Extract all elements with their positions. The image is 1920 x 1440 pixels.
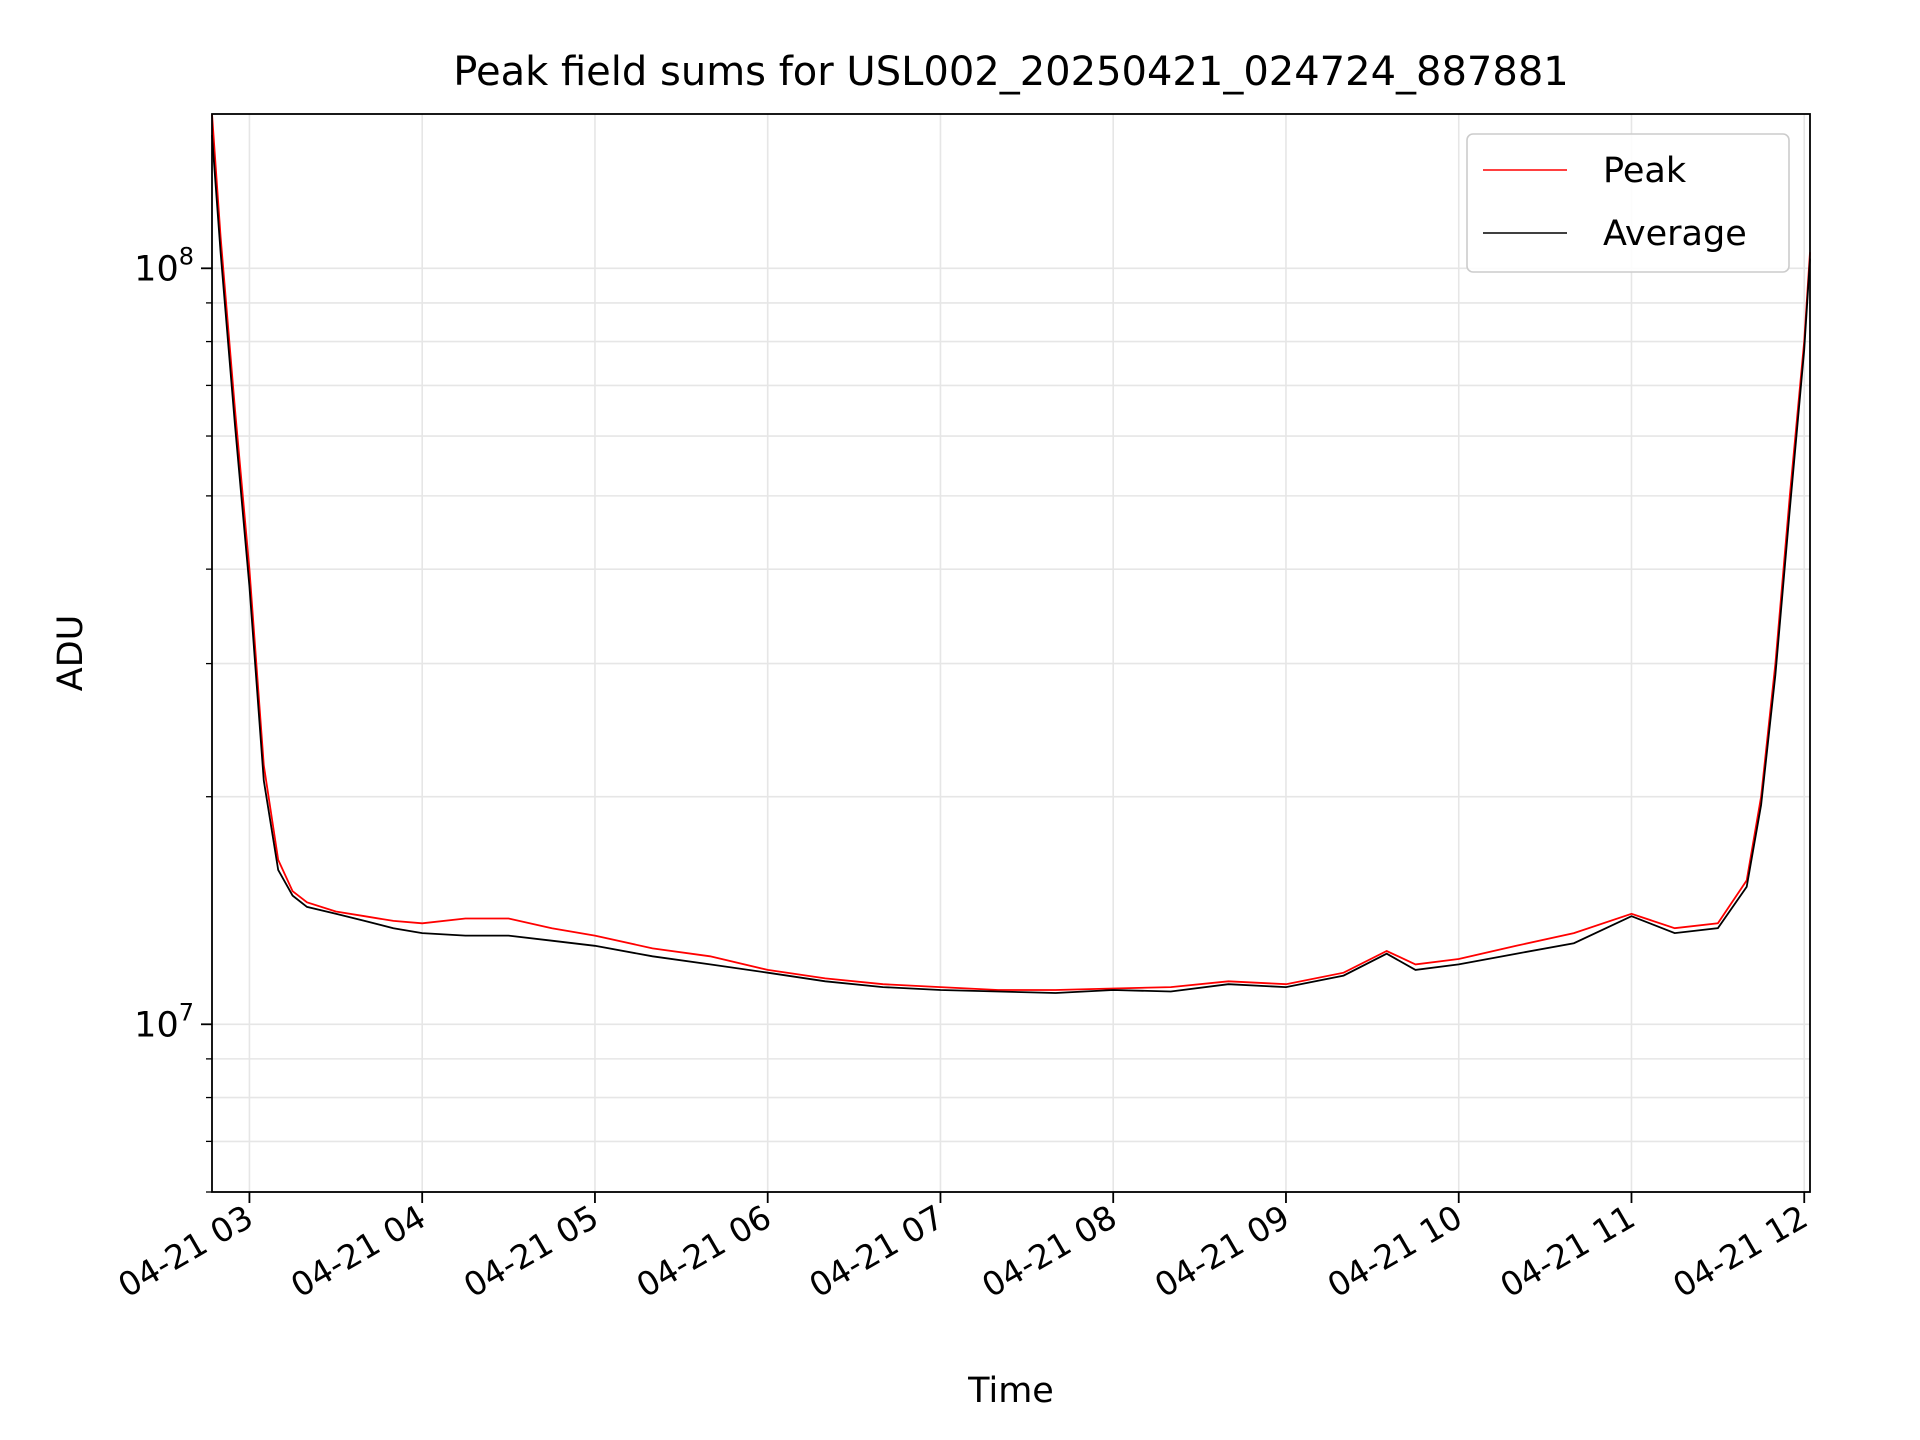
legend-label-peak: Peak	[1603, 151, 1687, 191]
series-line-average	[211, 135, 1811, 994]
legend: Peak Average	[1466, 133, 1790, 273]
x-axis-label: Time	[967, 1371, 1054, 1411]
legend-box	[1466, 133, 1790, 273]
chart-title: Peak field sums for USL002_20250421_0247…	[453, 49, 1568, 95]
y-tick-label: 107	[134, 998, 194, 1045]
series-layer	[211, 113, 1811, 994]
series-line-peak	[211, 113, 1811, 991]
y-axis-label: ADU	[51, 615, 91, 692]
legend-label-average: Average	[1603, 214, 1747, 254]
plot-frame	[211, 113, 1811, 1193]
